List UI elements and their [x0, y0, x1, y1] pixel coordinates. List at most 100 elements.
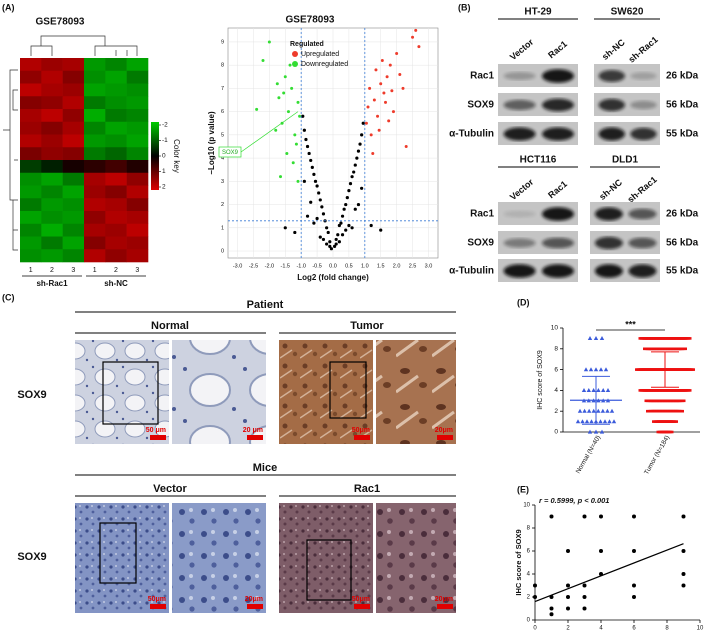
- blot-band: [629, 209, 657, 220]
- scale-bar-label: 20 μm: [243, 427, 263, 434]
- x-tick-label: -1.5: [281, 263, 290, 269]
- volcano-point: [349, 182, 352, 185]
- scale-bar: [247, 604, 263, 609]
- scatter-point: [682, 572, 686, 576]
- scatter-point: [566, 584, 570, 588]
- heatmap-cell: [63, 160, 85, 173]
- heatmap-cell: [41, 71, 63, 84]
- heatmap-cell: [41, 84, 63, 97]
- heatmap-cell: [63, 186, 85, 199]
- volcano-point: [298, 115, 301, 118]
- section-header: Vector: [153, 483, 187, 495]
- heatmap-cell: [105, 249, 127, 262]
- dot-marker: [594, 336, 598, 340]
- blot-size-label: 55 kDa: [666, 129, 699, 140]
- volcano-point: [320, 205, 323, 208]
- scatter-point: [550, 612, 554, 616]
- dot-marker: [580, 419, 584, 423]
- y-tick-label: 6: [221, 109, 224, 115]
- volcano-point: [284, 226, 287, 229]
- significance: ***: [625, 319, 636, 329]
- volcano-point: [352, 170, 355, 173]
- volcano-point: [344, 203, 347, 206]
- volcano-point: [328, 240, 331, 243]
- volcano-point: [414, 29, 417, 32]
- heatmap-cell: [127, 186, 149, 199]
- volcano-point: [285, 152, 288, 155]
- x-axis-label: Log2 (fold change): [297, 273, 369, 282]
- dot-marker: [684, 337, 692, 340]
- heatmap-cell: [41, 173, 63, 186]
- scatter-point: [599, 549, 603, 553]
- heatmap-cell: [63, 237, 85, 250]
- volcano-point: [311, 166, 314, 169]
- heatmap-cell: [127, 224, 149, 237]
- scatter-point: [632, 549, 636, 553]
- blot-size-label: 55 kDa: [666, 266, 699, 277]
- volcano-point: [277, 96, 280, 99]
- heatmap-cell: [127, 147, 149, 160]
- heatmap-cell: [20, 109, 42, 122]
- scale-bar: [437, 604, 453, 609]
- x-tick-label: -2.5: [249, 263, 258, 269]
- heatmap-cell: [127, 135, 149, 148]
- volcano-point: [308, 152, 311, 155]
- blot-row-label: Rac1: [470, 209, 494, 220]
- volcano-point: [384, 101, 387, 104]
- x-tick-label: 4: [599, 626, 603, 632]
- column-label: 3: [135, 267, 139, 274]
- volcano-point: [282, 92, 285, 95]
- volcano-point: [335, 242, 338, 245]
- scatter-point: [550, 515, 554, 519]
- y-tick-label: 0: [554, 429, 558, 436]
- volcano-point: [358, 143, 361, 146]
- legend-swatch: [292, 51, 298, 57]
- heatmap-title: GSE78093: [36, 17, 85, 28]
- heatmap-cell: [105, 237, 127, 250]
- blot-band: [542, 99, 574, 112]
- volcano-point: [371, 152, 374, 155]
- heatmap-cell: [63, 96, 85, 109]
- column-label: 2: [50, 267, 54, 274]
- y-axis-label: IHC score of SOX9: [537, 350, 544, 410]
- scale-bar: [354, 604, 370, 609]
- scale-bar: [247, 435, 263, 440]
- heatmap-cell: [84, 186, 106, 199]
- y-tick-label: 8: [527, 526, 531, 532]
- volcano-point: [293, 231, 296, 234]
- heatmap-cell: [84, 249, 106, 262]
- x-tick-label: -0.5: [312, 263, 321, 269]
- volcano-point: [378, 129, 381, 132]
- heatmap-cell: [84, 58, 106, 71]
- dot-marker: [596, 388, 600, 392]
- volcano-point: [289, 64, 292, 67]
- scale-bar: [437, 435, 453, 440]
- scatter-point: [566, 607, 570, 611]
- panel-label: (E): [517, 484, 529, 494]
- scatter-point: [632, 595, 636, 599]
- heatmap-cell: [105, 71, 127, 84]
- heatmap-cell: [20, 198, 42, 211]
- scatter-point: [583, 515, 587, 519]
- volcano-point: [290, 87, 293, 90]
- stain-label: SOX9: [17, 551, 46, 563]
- volcano-point: [395, 52, 398, 55]
- blot-row-label: α-Tubulin: [449, 266, 494, 277]
- lane-label: Rac1: [546, 179, 569, 200]
- heatmap-cell: [20, 173, 42, 186]
- blot-band: [504, 264, 536, 278]
- y-tick-label: 3: [221, 179, 224, 185]
- dot-marker: [598, 419, 602, 423]
- volcano-point: [341, 233, 344, 236]
- dot-marker: [589, 419, 593, 423]
- heatmap-cell: [127, 84, 149, 97]
- color-key-label: 0: [162, 153, 166, 160]
- scatter-point: [533, 595, 537, 599]
- scatter-point: [632, 515, 636, 519]
- dot-marker: [591, 388, 595, 392]
- x-tick-label: 0.0: [329, 263, 337, 269]
- dot-marker: [596, 409, 600, 413]
- volcano-point: [354, 208, 357, 211]
- color-key-label: 1: [162, 168, 166, 175]
- volcano-point: [306, 145, 309, 148]
